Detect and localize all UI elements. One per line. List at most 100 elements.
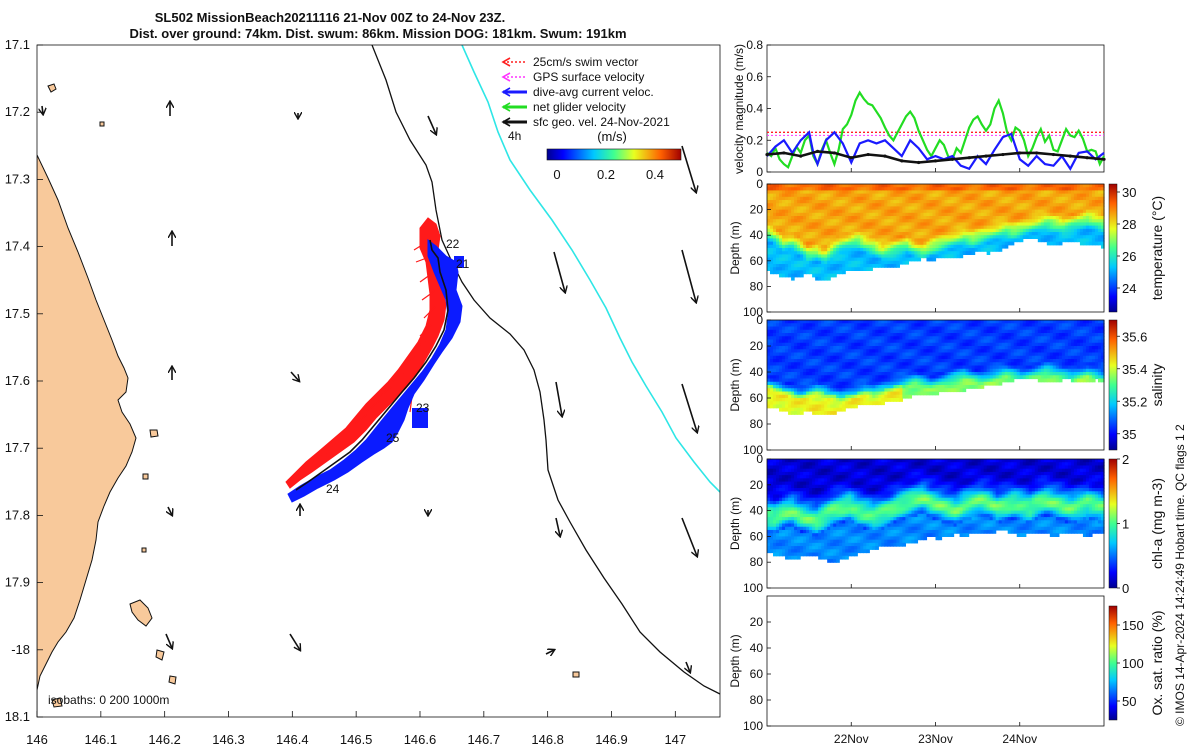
heatmap-cell (944, 336, 949, 341)
heatmap-cell (791, 270, 795, 275)
heatmap-cell (983, 372, 988, 376)
heatmap-cell (881, 244, 885, 249)
heatmap-cell (875, 320, 879, 324)
heatmap-cell (914, 375, 919, 380)
heatmap-cell (1046, 200, 1051, 204)
heatmap-cell (920, 184, 925, 188)
heatmap-cell (974, 342, 979, 347)
heatmap-cell (869, 209, 873, 214)
heatmap-cell (989, 222, 994, 227)
heatmap-cell (902, 225, 907, 230)
heatmap-cell (1061, 232, 1066, 236)
heatmap-cell (803, 320, 807, 324)
heatmap-cell (998, 372, 1003, 376)
heatmap-cell (782, 190, 786, 195)
heatmap-cell (950, 388, 955, 393)
heatmap-cell (854, 206, 858, 211)
heatmap-cell (941, 342, 946, 347)
heatmap-cell (782, 362, 786, 367)
heatmap-cell (1097, 193, 1102, 198)
heatmap-cell (959, 388, 964, 393)
heatmap-cell (938, 244, 943, 249)
heatmap-cell (794, 336, 798, 341)
heatmap-cell (932, 203, 937, 207)
heatmap-cell (863, 251, 867, 255)
heatmap-cell (884, 333, 888, 337)
heatmap-cell (1010, 359, 1015, 363)
heatmap-cell (989, 232, 994, 236)
heatmap-cell (938, 241, 943, 246)
heatmap-cell (818, 248, 822, 252)
heatmap-cell (905, 336, 910, 341)
heatmap-cell (944, 352, 949, 357)
heatmap-cell (803, 323, 807, 328)
heatmap-cell (827, 365, 831, 370)
heatmap-cell (827, 235, 831, 239)
heatmap-cell (902, 238, 907, 243)
heatmap-cell (767, 336, 771, 341)
heatmap-cell (881, 329, 885, 334)
heatmap-cell (911, 222, 916, 227)
heatmap-cell (947, 235, 952, 239)
heatmap-cell (818, 228, 822, 233)
heatmap-cell (851, 190, 855, 195)
heatmap-cell (908, 362, 913, 367)
heatmap-cell (1031, 212, 1036, 217)
heatmap-cell (911, 257, 916, 262)
heatmap-cell (1016, 326, 1021, 331)
heatmap-cell (1085, 196, 1090, 201)
heatmap-cell (866, 375, 870, 380)
heatmap-cell (836, 184, 840, 188)
heatmap-cell (929, 190, 934, 195)
heatmap-cell (941, 329, 946, 334)
heatmap-cell (1040, 336, 1045, 341)
heatmap-cell (860, 228, 864, 233)
heatmap-cell (956, 323, 961, 328)
heatmap-cell (926, 248, 931, 252)
heatmap-cell (896, 257, 900, 262)
heatmap-cell (857, 260, 861, 265)
heatmap-cell (926, 203, 931, 207)
heatmap-cell (854, 187, 858, 191)
heatmap-cell (863, 254, 867, 259)
heatmap-cell (1034, 216, 1039, 220)
heatmap-cell (992, 212, 997, 217)
heatmap-cell (920, 187, 925, 191)
heatmap-cell (950, 352, 955, 357)
heatmap-cell (1040, 342, 1045, 347)
heatmap-cell (902, 349, 907, 354)
heatmap-cell (1049, 187, 1054, 191)
heatmap-cell (887, 362, 891, 367)
heatmap-cell (932, 244, 937, 249)
heatmap-cell (791, 206, 795, 211)
heatmap-cell (797, 273, 801, 278)
heatmap-cell (821, 391, 825, 396)
heatmap-cell (866, 355, 870, 360)
heatmap-cell (884, 190, 888, 195)
heatmap-cell (806, 241, 810, 246)
heatmap-cell (1010, 362, 1015, 367)
heatmap-cell (974, 200, 979, 204)
heatmap-cell (983, 244, 988, 249)
heatmap-cell (1016, 359, 1021, 363)
heatmap-cell (854, 342, 858, 347)
heatmap-cell (845, 355, 849, 360)
heatmap-cell (839, 219, 843, 223)
heatmap-cell (1085, 216, 1090, 220)
heatmap-cell (956, 326, 961, 331)
heatmap-cell (950, 244, 955, 249)
heatmap-cell (881, 385, 885, 389)
heatmap-cell (917, 206, 922, 211)
heatmap-cell (821, 365, 825, 370)
heatmap-cell (989, 320, 994, 324)
heatmap-cell (890, 388, 894, 393)
heatmap-cell (812, 349, 816, 354)
heatmap-cell (908, 359, 913, 363)
heatmap-cell (1076, 187, 1081, 191)
heatmap-cell (815, 190, 819, 195)
heatmap-cell (854, 378, 858, 383)
heatmap-cell (956, 190, 961, 195)
heatmap-cell (1019, 320, 1024, 324)
heatmap-cell (1082, 222, 1087, 227)
heatmap-cell (887, 209, 891, 214)
